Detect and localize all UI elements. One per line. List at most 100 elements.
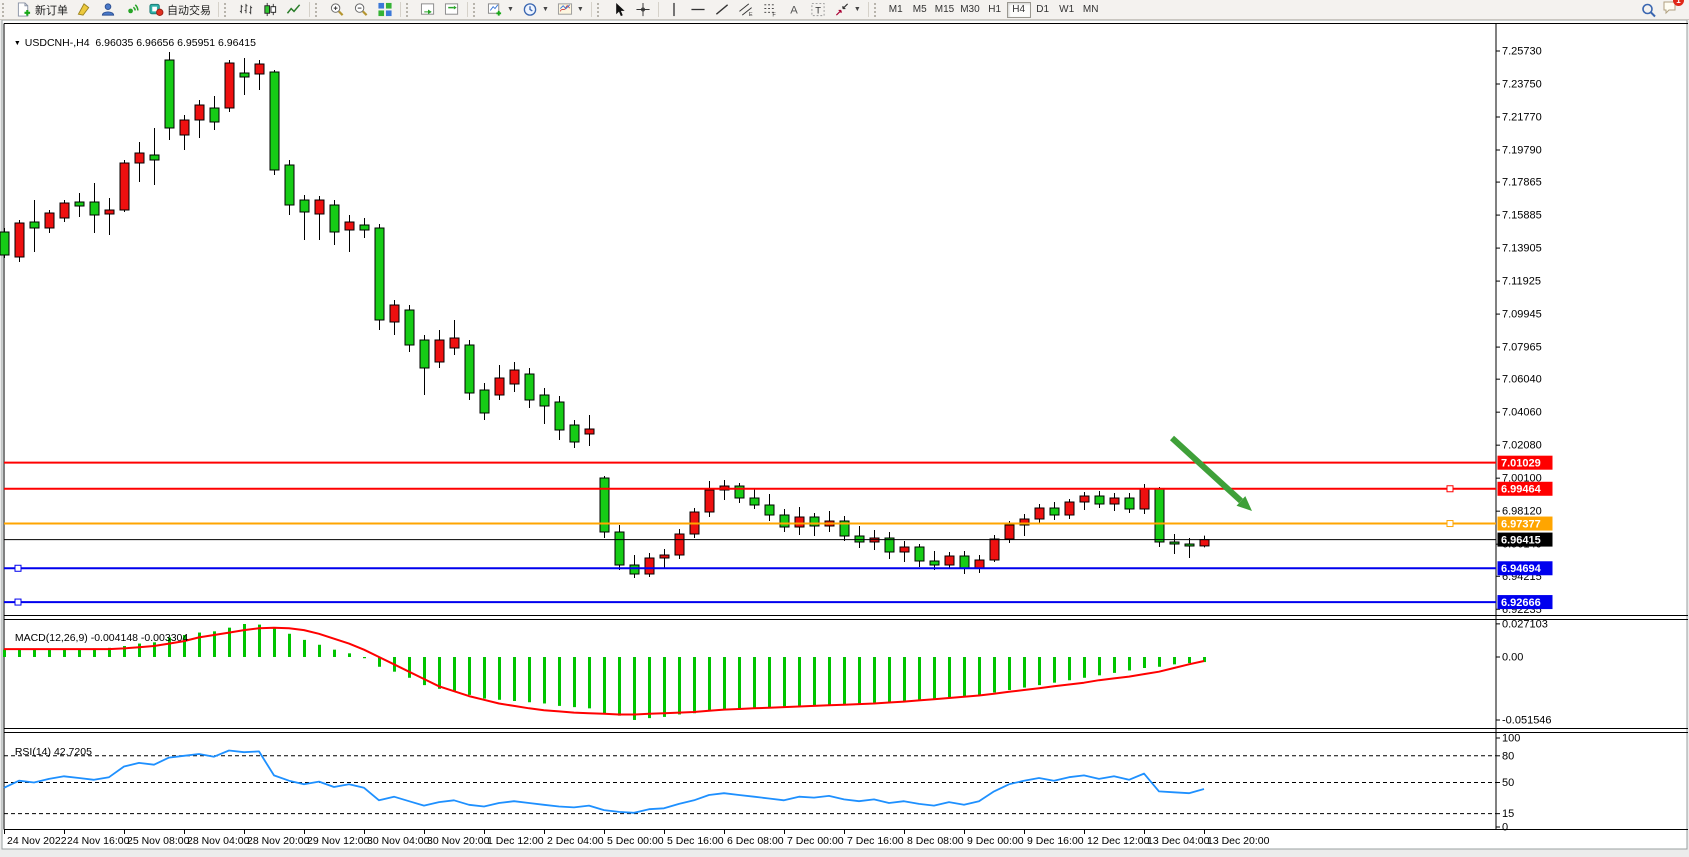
price-tag bbox=[1497, 561, 1553, 576]
chart-shift-icon bbox=[444, 2, 460, 17]
time-tick-label: 2 Dec 04:00 bbox=[547, 835, 604, 847]
arrows-button[interactable]: ▼ bbox=[830, 1, 865, 19]
new-chart-button[interactable]: ▼ bbox=[483, 1, 518, 19]
channel-button[interactable]: E bbox=[734, 1, 758, 19]
timeframe-w1-button[interactable]: W1 bbox=[1055, 2, 1079, 18]
timeframe-m5-button[interactable]: M5 bbox=[908, 2, 932, 18]
tile-windows-icon bbox=[377, 2, 393, 17]
toolbar: 新订单 自动交易 ▼ ▼ ▼ E F A T ▼ M1 M5 M15 M30 H1 H4 D… bbox=[0, 0, 1689, 20]
timeframe-m1-button[interactable]: M1 bbox=[884, 2, 908, 18]
auto-scroll-icon bbox=[420, 2, 436, 17]
notification-badge: 1 bbox=[1673, 0, 1684, 6]
timeframe-m30-button[interactable]: M30 bbox=[957, 2, 982, 18]
vertical-line-button[interactable] bbox=[662, 1, 686, 19]
toolbar-separator bbox=[590, 2, 592, 17]
fibonacci-icon: F bbox=[762, 2, 778, 17]
dropdown-caret-icon: ▼ bbox=[507, 6, 514, 13]
search-icon bbox=[1640, 2, 1657, 18]
hline-anchor bbox=[1446, 520, 1454, 528]
toolbar-grip[interactable] bbox=[315, 2, 322, 17]
time-tick-label: 12 Dec 12:00 bbox=[1087, 835, 1150, 847]
search-button[interactable] bbox=[1636, 1, 1661, 19]
new-order-button[interactable]: 新订单 bbox=[12, 1, 72, 19]
toolbar-grip[interactable] bbox=[406, 2, 413, 17]
time-tick-label: 13 Dec 20:00 bbox=[1207, 835, 1270, 847]
yellow-tag-icon bbox=[76, 2, 92, 17]
timeframe-h4-button[interactable]: H4 bbox=[1006, 1, 1031, 18]
arrow-shaft bbox=[1169, 435, 1243, 504]
timeframe-m15-button[interactable]: M15 bbox=[932, 2, 957, 18]
macd-indicator-label: MACD(12,26,9) -0.004148 -0.003304 bbox=[14, 632, 189, 644]
label-button[interactable]: T bbox=[806, 1, 830, 19]
toolbar-separator bbox=[657, 2, 659, 17]
auto-scroll-button[interactable] bbox=[416, 1, 440, 19]
macd-pane: 0.027103 0.00 -0.051546 bbox=[3, 618, 1552, 727]
hline-anchor bbox=[14, 564, 22, 572]
rsi-line bbox=[3, 749, 1205, 814]
price-tick-label: 7.19790 bbox=[1502, 145, 1542, 157]
timeframe-mn-button[interactable]: MN bbox=[1079, 2, 1103, 18]
dropdown-caret-icon: ▼ bbox=[576, 6, 584, 13]
fibonacci-button[interactable]: F bbox=[758, 1, 782, 19]
price-tick-label: 7.06040 bbox=[1502, 374, 1542, 386]
bar-chart-button[interactable] bbox=[234, 1, 258, 19]
price-tick-label: 7.25730 bbox=[1502, 46, 1542, 58]
toolbar-grip[interactable] bbox=[873, 2, 881, 17]
price-tick-label: 7.02080 bbox=[1502, 440, 1542, 452]
symbol-dropdown-icon[interactable]: ▼ bbox=[13, 40, 21, 47]
time-tick-label: 6 Dec 08:00 bbox=[727, 835, 784, 847]
toolbar-grip[interactable] bbox=[473, 2, 480, 17]
text-a-icon: A bbox=[786, 2, 802, 17]
time-tick-label: 24 Nov 2022 bbox=[7, 835, 67, 847]
rsi-axis-label: 80 bbox=[1502, 750, 1514, 762]
time-tick-label: 9 Dec 00:00 bbox=[967, 835, 1024, 847]
time-tick-label: 28 Nov 20:00 bbox=[247, 835, 310, 847]
cursor-icon bbox=[611, 2, 627, 17]
time-tick-label: 8 Dec 08:00 bbox=[907, 835, 964, 847]
new-order-icon bbox=[16, 2, 32, 17]
tile-windows-button[interactable] bbox=[373, 1, 397, 19]
toolbar-grip[interactable] bbox=[224, 2, 231, 17]
toolbar-separator bbox=[467, 2, 468, 17]
line-chart-button[interactable] bbox=[282, 1, 306, 19]
price-tick-label: 7.11925 bbox=[1502, 276, 1541, 288]
toolbar-grip[interactable] bbox=[596, 2, 604, 17]
text-button[interactable]: A bbox=[782, 1, 806, 19]
template-icon bbox=[557, 2, 573, 17]
timeframe-h1-button[interactable]: H1 bbox=[983, 2, 1007, 18]
price-tag-label: 6.99464 bbox=[1501, 484, 1542, 496]
horizontal-line-button[interactable] bbox=[686, 1, 710, 19]
toolbar-grip[interactable] bbox=[2, 2, 9, 17]
cursor-button[interactable] bbox=[607, 1, 631, 19]
timeframe-d1-button[interactable]: D1 bbox=[1031, 2, 1055, 18]
autotrade-button[interactable]: 自动交易 bbox=[144, 1, 215, 19]
new-chart-icon bbox=[487, 2, 503, 17]
templates-button[interactable]: ▼ bbox=[553, 1, 588, 19]
chat-button[interactable]: 1 bbox=[1661, 0, 1684, 20]
price-tag bbox=[1497, 532, 1553, 547]
candlestick-button[interactable] bbox=[258, 1, 282, 19]
price-tick-label: 7.00100 bbox=[1502, 473, 1542, 485]
profile-button[interactable] bbox=[96, 1, 120, 19]
time-tick-label: 24 Nov 16:00 bbox=[67, 835, 130, 847]
chart-symbol-title: ▼ USDCNH-,H4 6.96035 6.96656 6.95951 6.96… bbox=[8, 25, 256, 49]
trendline-icon bbox=[714, 2, 730, 17]
chart-shift-button[interactable] bbox=[440, 1, 464, 19]
price-tag bbox=[1497, 595, 1553, 610]
hline-anchor bbox=[1446, 485, 1454, 493]
time-tick-label: 1 Dec 12:00 bbox=[487, 835, 544, 847]
zoom-in-button[interactable] bbox=[325, 1, 349, 19]
periodicity-button[interactable]: ▼ bbox=[518, 1, 553, 19]
signal-button[interactable] bbox=[120, 1, 144, 19]
clock-icon bbox=[522, 2, 538, 17]
time-tick-label: 25 Nov 08:00 bbox=[127, 835, 190, 847]
price-tick-label: 7.17865 bbox=[1502, 177, 1542, 189]
market-watch-button[interactable] bbox=[72, 1, 96, 19]
trendline-button[interactable] bbox=[710, 1, 734, 19]
time-tick-label: 28 Nov 04:00 bbox=[187, 835, 250, 847]
price-tag bbox=[1497, 516, 1553, 531]
crosshair-button[interactable] bbox=[631, 1, 655, 19]
zoom-out-button[interactable] bbox=[349, 1, 373, 19]
